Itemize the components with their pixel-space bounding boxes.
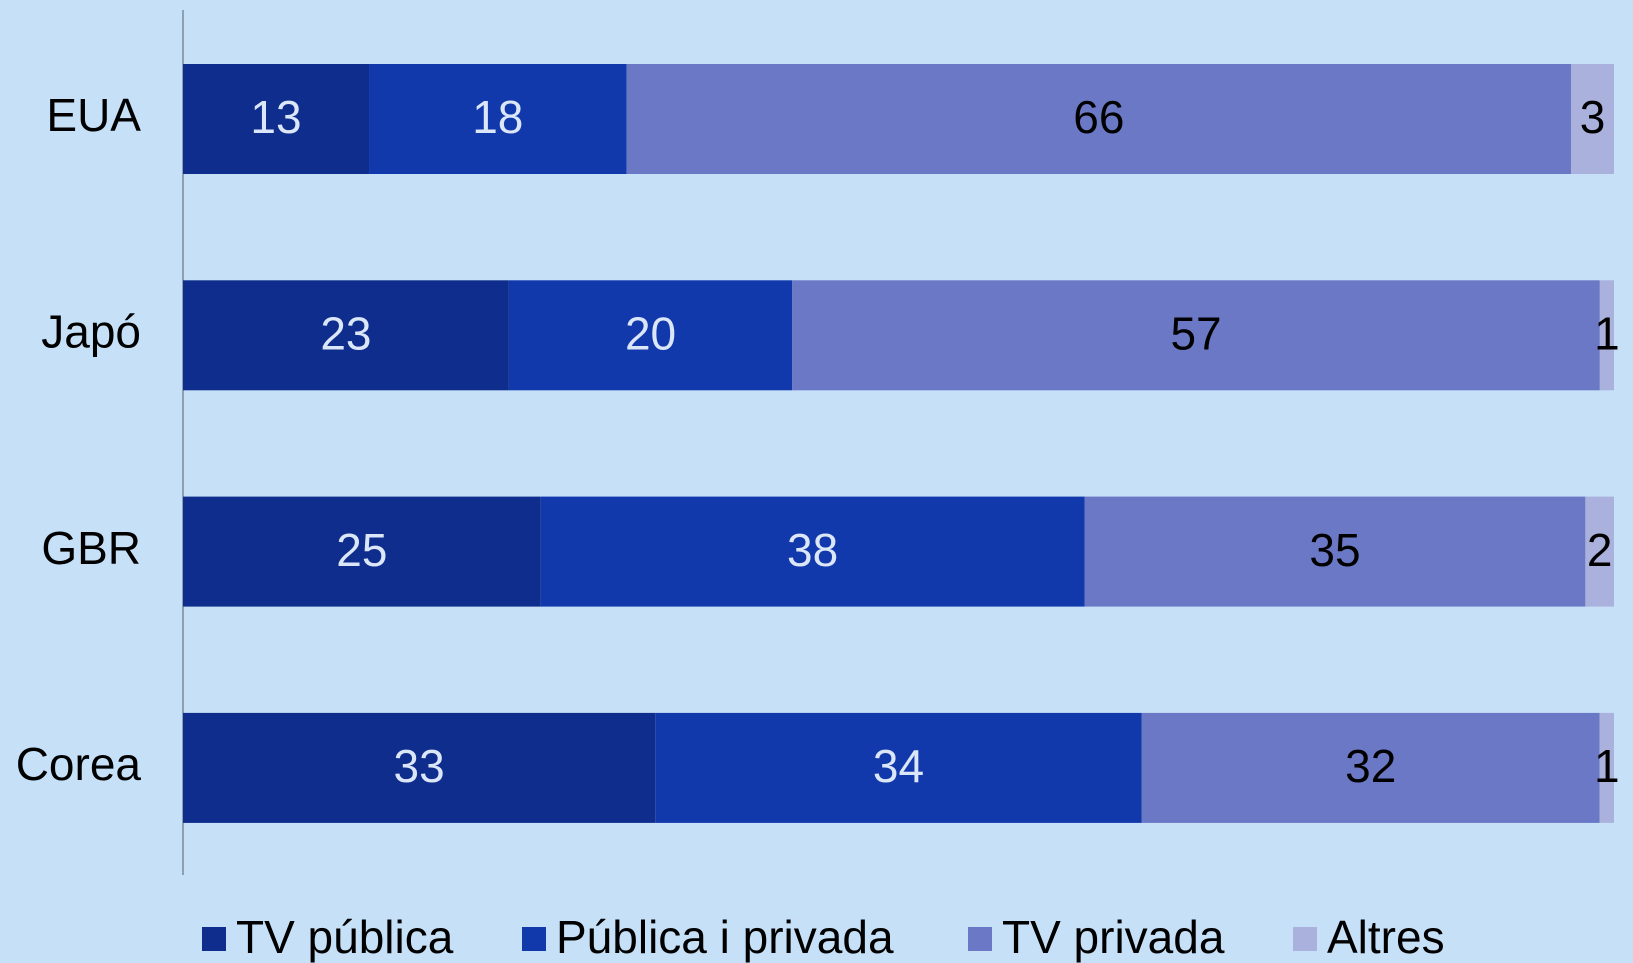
data-label: 25: [336, 524, 387, 576]
data-label: 38: [787, 524, 838, 576]
data-label: 13: [250, 91, 301, 143]
bar-segment: [183, 280, 509, 391]
legend-swatch: [522, 927, 546, 951]
data-label: 23: [320, 307, 371, 359]
bar-segment: [655, 712, 1142, 823]
data-label: 2: [1587, 524, 1613, 576]
legend-label: TV privada: [1002, 911, 1225, 963]
bar-segment: [1571, 64, 1614, 174]
legend-label: Altres: [1327, 911, 1445, 963]
data-label: 3: [1580, 91, 1606, 143]
legend-label: TV pública: [236, 911, 454, 963]
bar-segment: [183, 496, 541, 607]
category-label: Japó: [41, 305, 141, 357]
category-label: EUA: [46, 89, 141, 141]
data-label: 20: [625, 307, 676, 359]
bar-segment: [1084, 496, 1586, 607]
data-label: 1: [1594, 740, 1620, 792]
data-label: 32: [1345, 740, 1396, 792]
data-label: 18: [472, 91, 523, 143]
bar-segment: [540, 496, 1085, 607]
data-label: 66: [1073, 91, 1124, 143]
legend-swatch: [1293, 927, 1317, 951]
category-label: Corea: [16, 738, 142, 790]
bar-segment: [183, 712, 656, 823]
bar-segment: [792, 280, 1600, 391]
bar-segment: [183, 64, 370, 174]
data-label: 1: [1594, 307, 1620, 359]
bar-segment: [1141, 712, 1600, 823]
bar-segment: [369, 64, 627, 174]
bar-segment: [508, 280, 793, 391]
data-label: 57: [1170, 307, 1221, 359]
bar-segment: [626, 64, 1572, 174]
data-label: 33: [394, 740, 445, 792]
bar-segment: [1585, 496, 1614, 607]
bar-segment: [1599, 280, 1614, 391]
data-label: 34: [873, 740, 924, 792]
bar-segment: [1599, 712, 1614, 823]
data-label: 35: [1309, 524, 1360, 576]
legend-label: Pública i privada: [556, 911, 894, 963]
legend-swatch: [202, 927, 226, 951]
category-label: GBR: [41, 522, 141, 574]
legend-swatch: [968, 927, 992, 951]
